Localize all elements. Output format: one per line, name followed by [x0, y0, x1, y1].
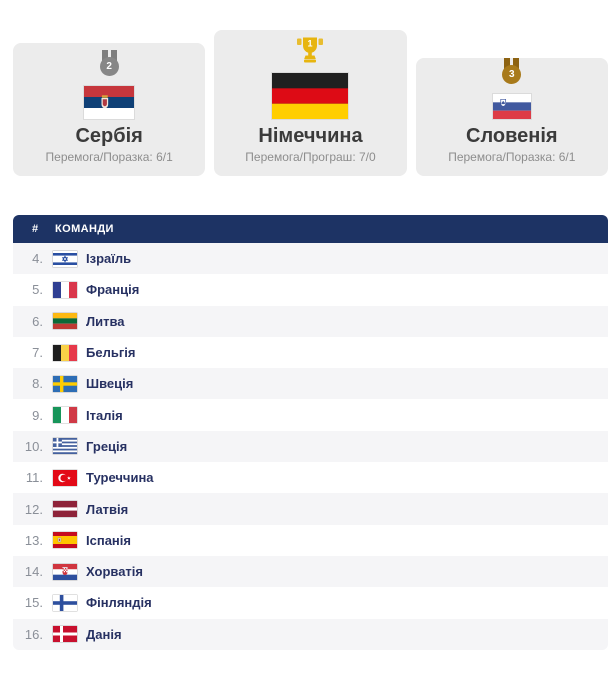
- team-record: Перемога/Поразка: 6/1: [45, 149, 173, 164]
- row-rank: 15.: [24, 595, 43, 611]
- row-rank: 4.: [32, 251, 43, 267]
- flag-belgium-icon: [53, 344, 77, 361]
- row-team-name: Італія: [86, 407, 123, 423]
- row-rank: 6.: [32, 313, 43, 329]
- flag-spain-icon: [53, 532, 77, 549]
- row-rank: 10.: [24, 438, 43, 454]
- row-team-name: Бельгія: [86, 345, 136, 361]
- row-team-name: Франція: [86, 282, 140, 298]
- bronze-medal-icon: 3: [502, 57, 522, 84]
- table-row[interactable]: 5. Франція: [13, 274, 608, 306]
- row-team-name: Греція: [86, 438, 128, 454]
- flag-lithuania-icon: [53, 313, 77, 330]
- gold-trophy-icon: 1: [293, 36, 327, 63]
- teams-header: КОМАНДИ: [55, 223, 114, 235]
- row-team-name: Туреччина: [86, 470, 154, 486]
- table-row[interactable]: 9. Італія: [13, 399, 608, 431]
- flag-serbia-icon: [84, 85, 135, 119]
- silver-medal-icon: 2: [99, 49, 119, 76]
- row-team-name: Ізраїль: [86, 251, 132, 267]
- flag-slovenia-icon: [492, 93, 531, 119]
- table-body: 4. Ізраїль 5. Франція 6. Литва 7. Бельгія 8. Швец…: [13, 243, 608, 650]
- rank-header: #: [32, 223, 39, 235]
- table-row[interactable]: 7. Бельгія: [13, 336, 608, 369]
- table-row[interactable]: 10. Греція: [13, 430, 608, 463]
- row-rank: 7.: [32, 345, 43, 361]
- table-row[interactable]: 4. Ізраїль: [13, 243, 608, 275]
- flag-turkey-icon: [53, 469, 77, 486]
- svg-text:1: 1: [308, 38, 313, 48]
- podium-card-slovenia[interactable]: 3 Словенія Перемога/Поразка: 6/1: [415, 57, 608, 176]
- table-header: # КОМАНДИ: [13, 215, 608, 243]
- team-record: Перемога/Поразка: 6/1: [448, 149, 576, 164]
- row-team-name: Латвія: [86, 501, 129, 517]
- flag-finland-icon: [53, 594, 77, 611]
- row-rank: 9.: [32, 407, 43, 423]
- page: 2 Сербія Перемога/Поразка: 6/1 1 Німеччина Пе…: [0, 30, 612, 650]
- table-row[interactable]: 11. Туреччина: [13, 462, 608, 494]
- team-name: Сербія: [75, 124, 143, 147]
- row-team-name: Іспанія: [86, 532, 131, 548]
- table-row[interactable]: 16. Данія: [13, 618, 608, 650]
- flag-denmark-icon: [53, 626, 77, 643]
- row-team-name: Литва: [86, 313, 125, 329]
- row-rank: 13.: [24, 532, 43, 548]
- table-row[interactable]: 12. Латвія: [13, 493, 608, 525]
- row-team-name: Швеція: [86, 376, 134, 392]
- flag-croatia-icon: [53, 563, 77, 580]
- table-row[interactable]: 14. Хорватія: [13, 555, 608, 588]
- podium-card-serbia[interactable]: 2 Сербія Перемога/Поразка: 6/1: [13, 43, 206, 176]
- row-rank: 5.: [32, 282, 43, 298]
- flag-germany-icon: [272, 72, 349, 119]
- standings-table: # КОМАНДИ 4. Ізраїль 5. Франція 6. Литва 7. Бел…: [13, 215, 608, 650]
- flag-greece-icon: [53, 438, 77, 455]
- row-team-name: Хорватія: [86, 564, 143, 580]
- row-rank: 14.: [24, 564, 43, 580]
- table-row[interactable]: 13. Іспанія: [13, 524, 608, 556]
- podium: 2 Сербія Перемога/Поразка: 6/1 1 Німеччина Пе…: [13, 30, 608, 176]
- row-team-name: Фінляндія: [86, 595, 152, 611]
- flag-italy-icon: [53, 407, 77, 424]
- row-rank: 16.: [24, 626, 43, 642]
- team-record: Перемога/Програш: 7/0: [245, 149, 376, 164]
- table-row[interactable]: 8. Швеція: [13, 368, 608, 400]
- team-name: Словенія: [466, 124, 558, 147]
- flag-sweden-icon: [53, 375, 77, 392]
- row-team-name: Данія: [86, 626, 122, 642]
- flag-israel-icon: [53, 250, 77, 267]
- table-row[interactable]: 6. Литва: [13, 305, 608, 337]
- flag-france-icon: [53, 281, 77, 298]
- flag-latvia-icon: [53, 501, 77, 518]
- row-rank: 11.: [25, 470, 43, 486]
- team-name: Німеччина: [258, 124, 363, 147]
- podium-card-germany[interactable]: 1 Німеччина Перемога/Програш: 7/0: [214, 30, 407, 176]
- row-rank: 12.: [24, 501, 43, 517]
- row-rank: 8.: [32, 376, 43, 392]
- table-row[interactable]: 15. Фінляндія: [13, 587, 608, 619]
